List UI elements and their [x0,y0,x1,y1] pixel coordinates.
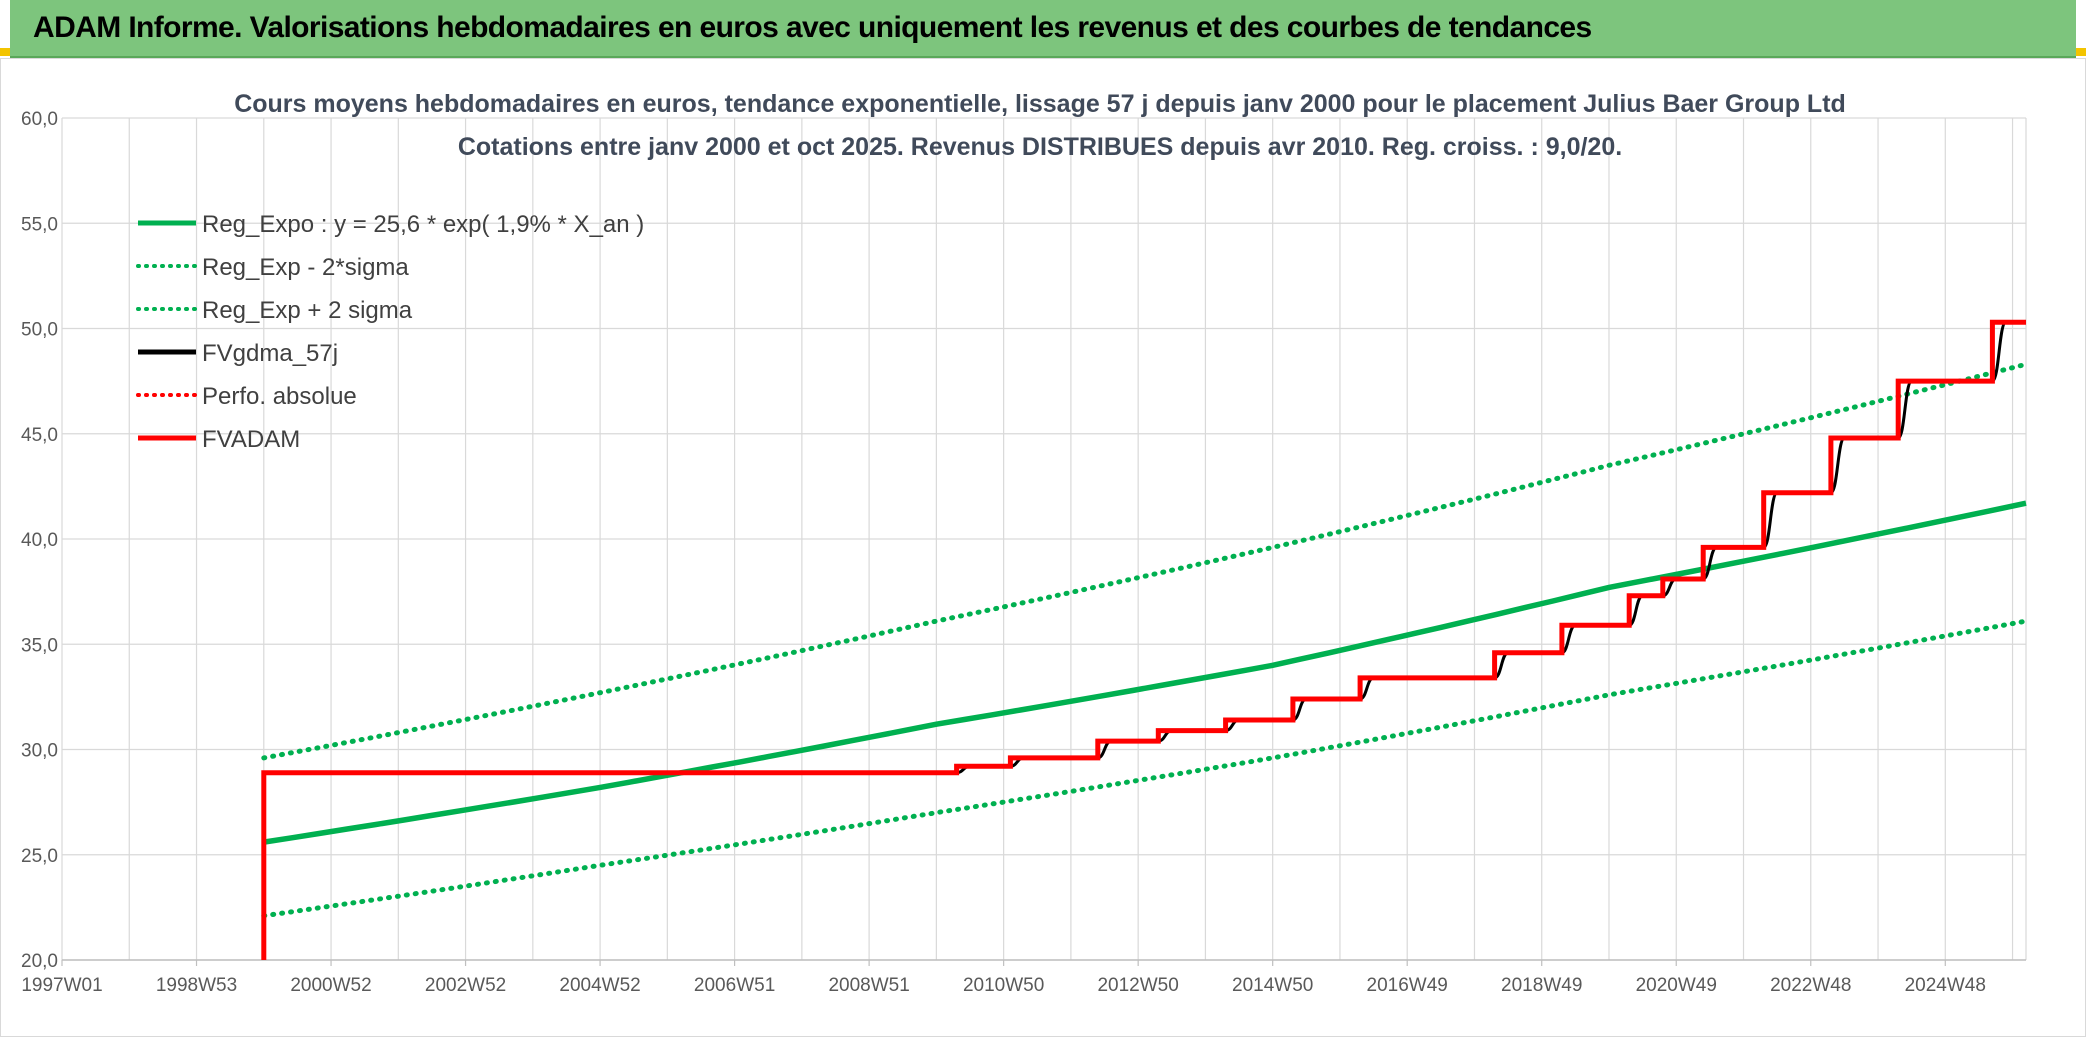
reg-expo-line [263,500,2027,845]
legend: Reg_Expo : y = 25,6 * exp( 1,9% * X_an )… [136,211,644,453]
y-tick-label: 30,0 [21,741,58,762]
legend-label: FVADAM [202,426,300,453]
legend-label: Perfo. absolue [202,383,357,410]
report-banner: ADAM Informe. Valorisations hebdomadaire… [10,0,2076,58]
legend-label: Reg_Expo : y = 25,6 * exp( 1,9% * X_an ) [202,211,644,238]
x-tick-label: 1998W53 [156,975,237,996]
x-tick-label: 2022W48 [1770,975,1851,996]
fvgdma-57j-line [956,320,2026,775]
x-tick-label: 2012W50 [1097,975,1178,996]
x-tick-label: 2016W49 [1367,975,1448,996]
y-tick-label: 50,0 [21,320,58,341]
corner-accent-left [0,48,10,56]
legend-label: FVgdma_57j [202,340,338,367]
x-tick-label: 2020W49 [1636,975,1717,996]
axes: 20,0 25,0 30,0 35,0 40,0 45,0 50,0 55,0 60,0 1997… [21,109,2026,996]
x-tick-label: 2008W51 [828,975,909,996]
y-tick-label: 45,0 [21,425,58,446]
x-tick-label: 2006W51 [694,975,775,996]
y-tick-label: 25,0 [21,846,58,867]
x-tick-label: 2024W48 [1905,975,1986,996]
y-tick-label: 20,0 [21,951,58,972]
x-tick-label: 2018W49 [1501,975,1582,996]
fvadam-line [261,319,2026,960]
chart-title-line2: Cotations entre janv 2000 et oct 2025. R… [458,133,1622,161]
grid-lines [62,117,2027,961]
legend-label: Reg_Exp + 2 sigma [202,297,413,324]
x-tick-label: 2004W52 [559,975,640,996]
y-tick-label: 55,0 [21,214,58,235]
y-tick-label: 35,0 [21,635,58,656]
corner-accent-right [2076,48,2086,56]
x-tick-label: 2002W52 [425,975,506,996]
x-tick-label: 2014W50 [1232,975,1313,996]
reg-exp-minus-2sigma-line [261,618,2029,919]
y-tick-label: 60,0 [21,109,58,130]
x-tick-label: 2000W52 [290,975,371,996]
x-tick-label: 2010W50 [963,975,1044,996]
report-title: ADAM Informe. Valorisations hebdomadaire… [33,11,1592,44]
chart-title-line1: Cours moyens hebdomadaires en euros, ten… [234,90,1846,118]
x-tick-label: 1997W01 [21,975,102,996]
legend-label: Reg_Exp - 2*sigma [202,254,409,281]
series-layer [261,319,2029,960]
y-tick-label: 40,0 [21,530,58,551]
reg-exp-plus-2sigma-line [261,361,2029,761]
